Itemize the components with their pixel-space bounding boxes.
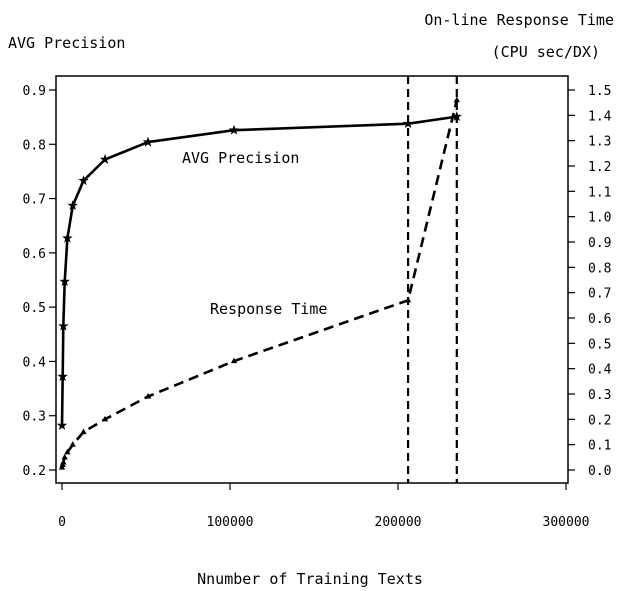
- precision-point: [78, 175, 89, 186]
- response-time-point: [144, 393, 152, 399]
- y-right-tick-label: 0.5: [588, 337, 611, 352]
- precision-point: [59, 276, 70, 287]
- series-label-response-time: Response Time: [210, 300, 327, 318]
- response-time-point: [101, 415, 109, 422]
- y-right-tick-label: 0.7: [588, 287, 611, 302]
- series-labels: AVG Precision Response Time: [182, 149, 327, 318]
- y-left-tick-label: 0.6: [23, 247, 46, 262]
- y-right-tick-label: 1.5: [588, 84, 611, 99]
- x-tick-label: 0: [58, 515, 66, 530]
- reference-lines: [406, 76, 458, 483]
- response-time-point: [69, 441, 76, 447]
- precision-point: [67, 200, 78, 211]
- y-left-tick-label: 0.8: [23, 138, 46, 153]
- series: [56, 96, 462, 470]
- response-time-point: [80, 428, 87, 435]
- x-tick-label: 300000: [543, 515, 590, 530]
- precision-point: [142, 136, 154, 147]
- y-right-tick-label: 1.2: [588, 160, 611, 175]
- x-axis-label: Nnumber of Training Texts: [197, 570, 423, 588]
- response-time-point: [61, 453, 68, 460]
- ticks: 0 100000 200000 300000 0.2 0.3 0.4 0.5 0.6 0.7 0.8…: [23, 84, 612, 530]
- y-left-tick-label: 0.7: [23, 193, 46, 208]
- y-right-tick-label: 0.2: [588, 413, 611, 428]
- y-axis-right-label-line1: On-line Response Time: [424, 11, 614, 29]
- precision-point: [62, 232, 73, 243]
- precision-point: [228, 124, 240, 135]
- y-right-tick-label: 0.1: [588, 439, 611, 454]
- precision-point: [57, 371, 68, 382]
- series-label-precision: AVG Precision: [182, 149, 299, 167]
- response-time-point: [230, 357, 238, 364]
- precision-point: [99, 154, 111, 164]
- response-time-point: [60, 458, 67, 465]
- y-right-tick-label: 0.3: [588, 388, 611, 403]
- y-right-tick-label: 0.8: [588, 261, 611, 276]
- y-right-tick-label: 0.4: [588, 363, 612, 378]
- y-right-tick-label: 0.0: [588, 464, 611, 479]
- precision-point: [56, 420, 68, 430]
- y-left-tick-label: 0.4: [23, 355, 47, 370]
- y-axis-left-label: AVG Precision: [8, 34, 125, 52]
- response-time-point: [404, 296, 412, 303]
- y-right-tick-label: 1.1: [588, 185, 611, 200]
- plot-frame: [55, 75, 569, 484]
- y-axis-right-label-line2: (CPU sec/DX): [492, 43, 600, 61]
- response-time-point: [453, 96, 460, 103]
- y-left-tick-label: 0.2: [23, 464, 46, 479]
- x-tick-label: 200000: [375, 515, 422, 530]
- y-right-tick-label: 0.9: [588, 236, 611, 251]
- y-right-tick-label: 1.0: [588, 211, 611, 226]
- y-left-tick-label: 0.3: [23, 410, 46, 425]
- y-right-tick-label: 1.3: [588, 135, 611, 150]
- precision-point: [58, 320, 69, 331]
- y-left-tick-label: 0.5: [23, 301, 46, 316]
- y-right-tick-label: 1.4: [588, 109, 612, 124]
- precision-point: [402, 118, 414, 129]
- response-time-point: [64, 448, 71, 455]
- precision-point: [451, 111, 462, 121]
- y-left-tick-label: 0.9: [23, 84, 46, 99]
- x-tick-label: 100000: [207, 515, 254, 530]
- y-right-tick-label: 0.6: [588, 312, 611, 327]
- precision-line: [60, 115, 457, 426]
